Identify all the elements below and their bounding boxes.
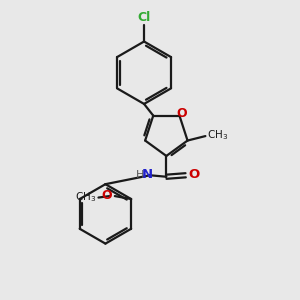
Text: CH$_3$: CH$_3$ (75, 191, 96, 205)
Text: Cl: Cl (137, 11, 151, 24)
Text: N: N (142, 168, 153, 181)
Text: CH$_3$: CH$_3$ (208, 129, 229, 142)
Text: H: H (136, 170, 145, 180)
Text: O: O (102, 189, 112, 202)
Text: O: O (176, 107, 187, 120)
Text: O: O (189, 168, 200, 181)
